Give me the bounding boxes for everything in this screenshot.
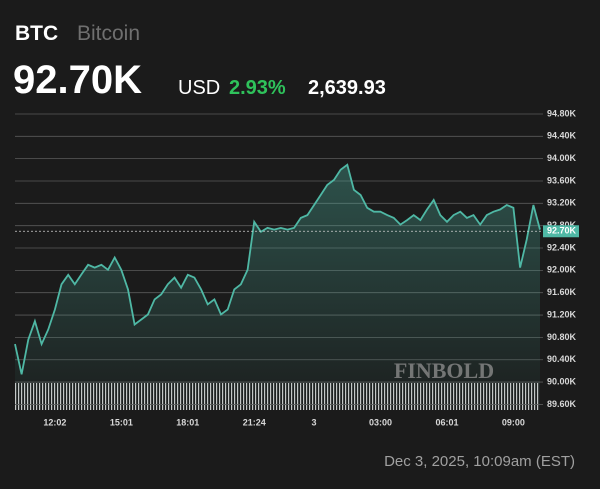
price-line xyxy=(14,163,541,375)
y-tick-label: 94.80K xyxy=(547,108,577,118)
timestamp: Dec 3, 2025, 10:09am (EST) xyxy=(384,453,575,470)
y-tick-label: 89.60K xyxy=(547,399,577,409)
y-tick-label: 90.80K xyxy=(547,332,577,342)
change-percent: 2.93% xyxy=(229,77,286,99)
y-tick-label: 93.20K xyxy=(547,198,577,208)
watermark: FINBOLD xyxy=(394,358,494,383)
y-tick-label: 92.00K xyxy=(547,265,577,275)
currency: USD xyxy=(178,77,220,99)
last-price-box xyxy=(543,225,579,238)
y-tick-label: 90.40K xyxy=(547,354,577,364)
y-tick-label: 93.60K xyxy=(547,175,577,185)
asset-name: Bitcoin xyxy=(77,22,140,45)
x-tick-label: 06:01 xyxy=(435,417,458,427)
x-tick-label: 15:01 xyxy=(110,417,133,427)
y-tick-label: 92.80K xyxy=(547,220,577,230)
x-tick-label: 3 xyxy=(312,417,317,427)
last-price-label: 92.70K xyxy=(547,226,577,236)
y-tick-label: 92.40K xyxy=(547,242,577,252)
x-tick-label: 18:01 xyxy=(176,417,199,427)
y-tick-label: 94.00K xyxy=(547,153,577,163)
x-tick-label: 03:00 xyxy=(369,417,392,427)
y-tick-label: 91.60K xyxy=(547,287,577,297)
x-tick-label: 12:02 xyxy=(43,417,66,427)
area-fill xyxy=(15,164,540,410)
change: 2,639.93 xyxy=(308,77,386,99)
symbol: BTC xyxy=(15,22,58,45)
x-tick-label: 09:00 xyxy=(502,417,525,427)
y-tick-label: 94.40K xyxy=(547,131,577,141)
x-tick-label: 21:24 xyxy=(243,417,266,427)
y-tick-label: 91.20K xyxy=(547,309,577,319)
y-tick-label: 90.00K xyxy=(547,376,577,386)
price: 92.70K xyxy=(13,58,142,102)
